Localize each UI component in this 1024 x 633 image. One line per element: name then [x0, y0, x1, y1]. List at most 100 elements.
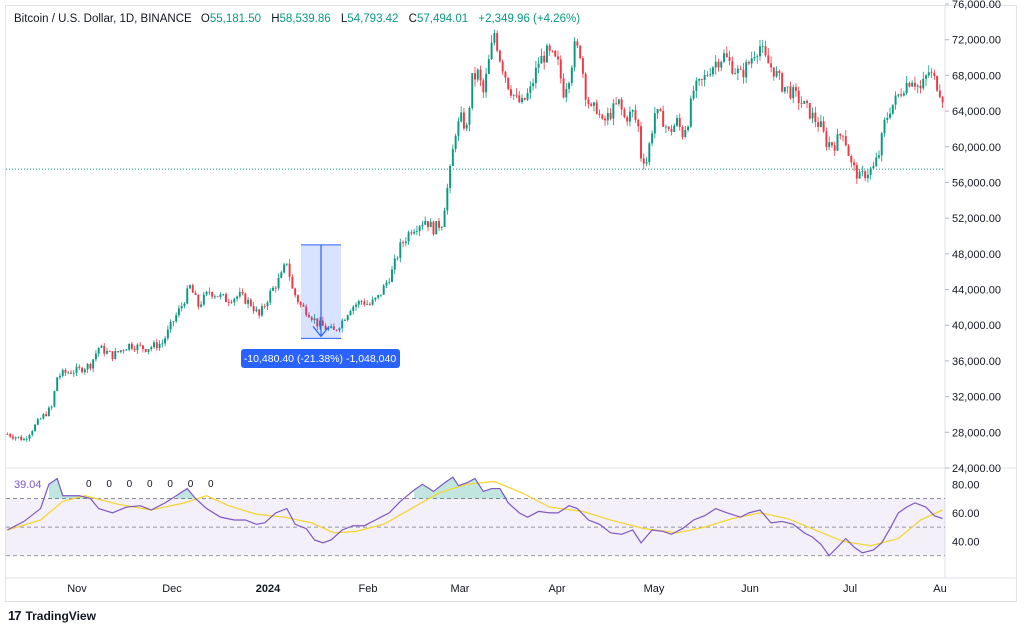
candle-body: [689, 98, 692, 127]
candle-body: [839, 134, 842, 136]
candle-body: [557, 56, 559, 60]
candle-body: [426, 221, 429, 228]
candle-body: [933, 72, 936, 77]
candle-body: [343, 320, 346, 321]
candle-body: [532, 83, 535, 87]
candle-body: [601, 114, 604, 119]
candle-body: [485, 73, 488, 93]
candle-body: [418, 226, 421, 231]
candle-body: [310, 317, 313, 321]
candle-body: [130, 343, 133, 349]
candle-body: [89, 363, 92, 369]
time-tick-label: 2024: [256, 583, 281, 595]
candle-body: [908, 83, 911, 87]
candle-body: [786, 86, 789, 88]
candle-body: [772, 67, 775, 77]
candle-body: [294, 288, 297, 296]
candle-body: [576, 41, 579, 46]
candle-body: [640, 126, 642, 159]
candle-body: [858, 171, 861, 179]
time-tick-label: Mar: [451, 583, 470, 595]
candle-body: [822, 121, 825, 132]
candle-body: [330, 326, 333, 328]
candle-body: [421, 224, 424, 227]
candle-body: [443, 210, 446, 227]
price-tick-label: 44,000.00: [952, 285, 1001, 297]
candle-body: [938, 90, 941, 98]
candle-body: [252, 305, 255, 312]
candle-body: [913, 82, 916, 87]
candle-body: [684, 130, 687, 138]
candle-body: [366, 303, 369, 305]
candle-body: [756, 56, 759, 58]
candle-body: [341, 320, 344, 329]
candle-body: [747, 62, 750, 64]
candle-body: [83, 369, 86, 373]
candle-body: [745, 62, 748, 78]
time-tick-label: Jul: [843, 583, 857, 595]
price-tick-label: 68,000.00: [952, 70, 1001, 82]
grid-lines: [6, 6, 1017, 579]
candle-body: [562, 78, 565, 98]
candle-body: [244, 293, 247, 304]
candle-body: [911, 82, 914, 87]
candle-body: [900, 94, 903, 96]
rsi-pane[interactable]: 80.00 60.00 40.00: [6, 476, 980, 557]
candle-body: [692, 90, 695, 99]
candle-body: [523, 98, 526, 100]
candle-body: [404, 241, 407, 244]
candle-body: [23, 439, 25, 441]
candle-body: [880, 133, 883, 156]
candle-body: [634, 110, 637, 120]
candle-body: [778, 70, 781, 74]
candle-body: [440, 226, 443, 228]
candle-body: [814, 112, 817, 123]
candle-body: [653, 113, 656, 134]
close-label: C: [408, 13, 417, 25]
candle-body: [548, 45, 551, 51]
candle-body: [205, 291, 208, 295]
candle-body: [620, 99, 623, 110]
candle-body: [396, 257, 399, 259]
candle-body: [413, 231, 416, 234]
candle-body: [324, 325, 327, 330]
candle-body: [194, 292, 197, 295]
candle-body: [662, 110, 665, 127]
candle-body: [172, 321, 175, 323]
candle-body: [114, 351, 117, 359]
rsi-tick-label: 40.00: [952, 536, 980, 548]
change-value: +2,349.96 (+4.26%): [478, 13, 581, 25]
candle-body: [402, 242, 405, 244]
candle-body: [169, 321, 172, 330]
candle-body: [833, 145, 836, 151]
candle-body: [128, 343, 131, 350]
measure-tool[interactable]: -10,480.40 (-21.38%) -1,048,040: [241, 244, 400, 368]
candle-body: [645, 162, 648, 164]
candle-body: [313, 318, 316, 321]
candle-body: [507, 77, 510, 90]
brand[interactable]: 17 TradingView: [8, 608, 96, 623]
candle-body: [916, 85, 919, 87]
candle-body: [637, 119, 640, 127]
candle-body: [308, 315, 310, 318]
candle-body: [711, 67, 714, 75]
chart-frame[interactable]: [5, 5, 1017, 602]
high-value: 58,539.86: [279, 13, 331, 25]
candle-body: [565, 88, 568, 98]
candle-body: [75, 366, 78, 373]
candle-body: [510, 89, 512, 96]
candle-body: [902, 93, 905, 96]
candle-body: [687, 126, 690, 131]
symbol-title[interactable]: Bitcoin / U.S. Dollar, 1D, BINANCE: [14, 13, 192, 25]
candle-body: [291, 276, 294, 289]
candle-body: [368, 303, 371, 305]
candle-body: [391, 269, 393, 282]
candle-body: [739, 68, 742, 70]
candle-body: [628, 111, 631, 122]
candle-body: [133, 348, 136, 351]
candle-body: [236, 296, 239, 299]
candle-body: [615, 103, 618, 105]
candle-body: [595, 102, 598, 114]
candle-body: [579, 45, 582, 59]
